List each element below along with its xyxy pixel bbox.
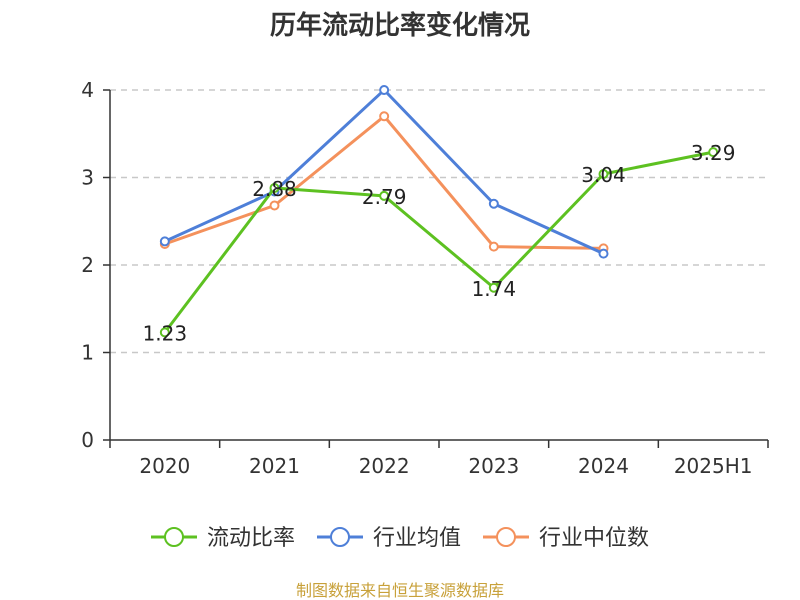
legend-swatch-marker xyxy=(496,527,516,547)
source-text: 制图数据来自恒生聚源数据库 xyxy=(296,581,504,600)
x-tick-label: 2021 xyxy=(249,454,300,478)
data-label: 1.23 xyxy=(143,321,188,345)
series-line xyxy=(163,150,714,334)
axes: 0 1 2 3 4 2020 2021 2022 2023 2024 2025H1 xyxy=(81,78,769,478)
data-label: 2.79 xyxy=(362,185,407,209)
data-point xyxy=(269,183,280,193)
x-tick-label: 2024 xyxy=(578,454,629,478)
data-labels: 1.23 2.88 2.79 1.74 3.04 3.29 xyxy=(143,141,736,345)
data-point xyxy=(708,147,719,158)
legend-item: 行业中位数 xyxy=(483,526,649,551)
x-tick-label: 2023 xyxy=(468,454,519,478)
y-tick-label: 2 xyxy=(81,253,94,277)
data-point xyxy=(379,85,390,95)
data-point xyxy=(598,248,609,259)
data-point xyxy=(379,190,390,201)
series-line xyxy=(164,114,604,250)
x-tick-label: 2025H1 xyxy=(674,454,753,478)
data-label: 3.04 xyxy=(581,163,626,187)
series-group xyxy=(159,85,719,338)
legend-item: 流动比率 xyxy=(151,526,295,551)
data-point xyxy=(269,200,280,211)
legend-swatch-marker xyxy=(330,527,350,547)
legend-swatch-marker xyxy=(164,527,184,547)
legend-label: 流动比率 xyxy=(207,526,295,551)
data-point xyxy=(488,241,499,252)
chart-title: 历年流动比率变化情况 xyxy=(270,10,530,41)
y-tick-label: 4 xyxy=(81,78,94,102)
legend-item: 行业均值 xyxy=(317,526,461,551)
y-tick-label: 0 xyxy=(81,428,94,452)
x-tick-label: 2022 xyxy=(359,454,410,478)
data-point xyxy=(488,282,499,293)
y-tick-label: 1 xyxy=(81,341,94,365)
data-label: 2.88 xyxy=(252,177,297,201)
data-point xyxy=(488,198,499,209)
data-point xyxy=(159,236,170,247)
y-tick-label: 3 xyxy=(81,166,94,190)
legend-label: 行业均值 xyxy=(373,526,461,551)
data-point xyxy=(159,327,170,338)
legend-label: 行业中位数 xyxy=(539,526,649,551)
legend: 流动比率 行业均值 行业中位数 xyxy=(151,526,649,551)
data-point xyxy=(379,111,390,122)
x-tick-label: 2020 xyxy=(139,454,190,478)
data-point xyxy=(598,169,609,179)
data-label: 3.29 xyxy=(691,141,736,165)
data-label: 1.74 xyxy=(472,277,517,301)
